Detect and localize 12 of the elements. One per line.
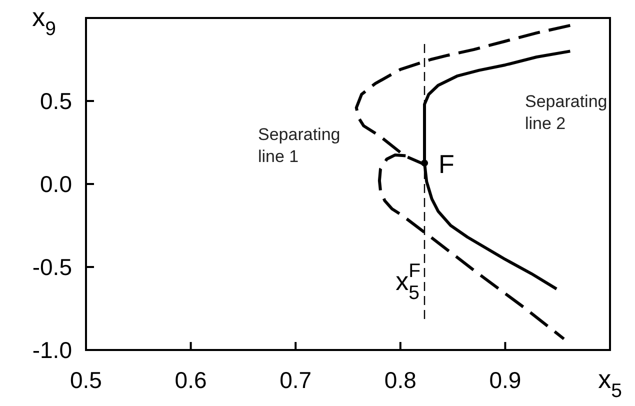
y-tick-label: -1.0: [32, 337, 72, 363]
x-tick-label: 0.6: [174, 367, 207, 393]
annotation: Separating line 2: [525, 92, 608, 133]
annotation: Separating line 1: [258, 125, 340, 166]
x-tick-label: 0.5: [70, 367, 102, 393]
y-tick-label: 0.0: [40, 171, 72, 197]
y-tick-label: -0.5: [32, 254, 72, 280]
y-tick-label: 0.5: [40, 88, 72, 114]
x-tick-label: 0.7: [280, 367, 312, 393]
x-tick-label: 0.9: [489, 367, 522, 393]
annotation: F: [438, 149, 454, 180]
x-tick-label: 0.8: [384, 367, 416, 393]
